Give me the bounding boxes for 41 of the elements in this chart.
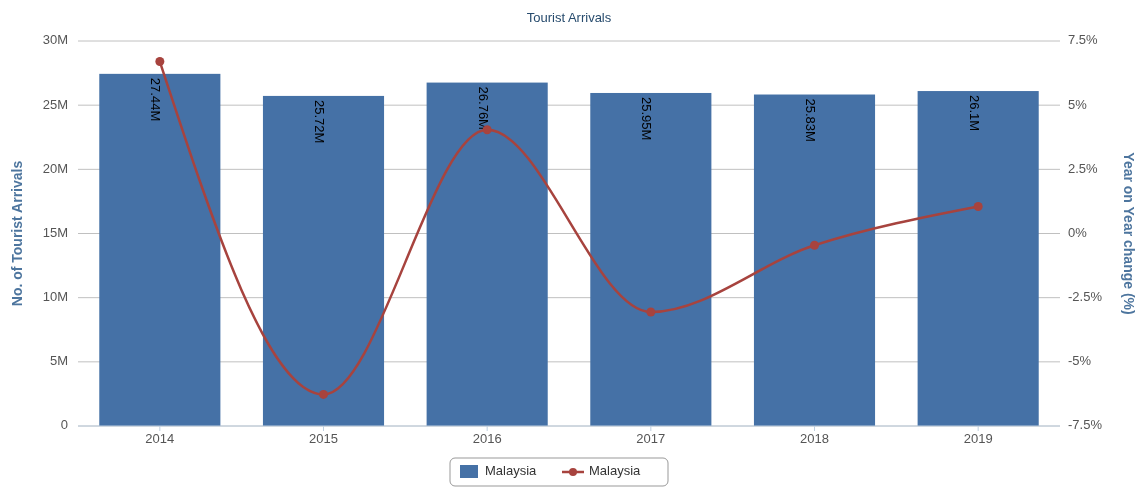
chart-title: Tourist Arrivals: [526, 10, 612, 25]
data-label: 25.95M: [639, 96, 655, 141]
y2-tick-label: -2.5%: [1068, 289, 1103, 305]
point: [810, 240, 819, 250]
x-tick-label: 2016: [472, 431, 502, 446]
y-tick-label: 20M: [42, 160, 68, 176]
bar: [426, 82, 548, 426]
y-tick-label: 10M: [42, 289, 68, 305]
x-tick-label: 2018: [800, 431, 829, 446]
data-label: 25.83M: [803, 98, 819, 142]
point: [646, 307, 656, 317]
bar: [99, 73, 221, 426]
bar: [753, 94, 876, 426]
y2-axis-title: Year on Year change (%): [1121, 152, 1137, 315]
data-label: 25.72M: [312, 99, 328, 144]
bar: [590, 92, 712, 426]
legend-label: Malaysia: [589, 463, 642, 479]
y2-tick-label: 0%: [1068, 224, 1088, 240]
y-tick-label: 25M: [42, 96, 68, 112]
point: [319, 389, 328, 399]
y-tick-label: 5M: [49, 353, 68, 369]
point: [973, 202, 983, 212]
y-tick-label: 30M: [42, 32, 68, 48]
x-tick-label: 2015: [309, 431, 338, 446]
y2-tick-label: 7.5%: [1068, 32, 1099, 48]
data-label: 27.44M: [148, 77, 164, 122]
y2-tick-label: 5%: [1068, 96, 1088, 112]
x-tick-label: 2017: [636, 431, 666, 446]
y-tick-label: 15M: [42, 224, 68, 240]
x-tick-label: 2014: [145, 431, 175, 446]
y2-tick-label: -7.5%: [1068, 417, 1103, 433]
legend-label: Malaysia: [485, 463, 538, 479]
y-axis-title: No. of Tourist Arrivals: [9, 160, 25, 307]
x-tick-label: 2019: [963, 431, 993, 446]
y2-tick-label: -5%: [1068, 353, 1092, 369]
y-tick-label: 0: [60, 417, 68, 433]
bar: [917, 91, 1039, 426]
bar: [262, 95, 385, 426]
y2-tick-label: 2.5%: [1068, 160, 1099, 176]
data-label: 26.1M: [966, 95, 982, 132]
point: [155, 57, 165, 67]
